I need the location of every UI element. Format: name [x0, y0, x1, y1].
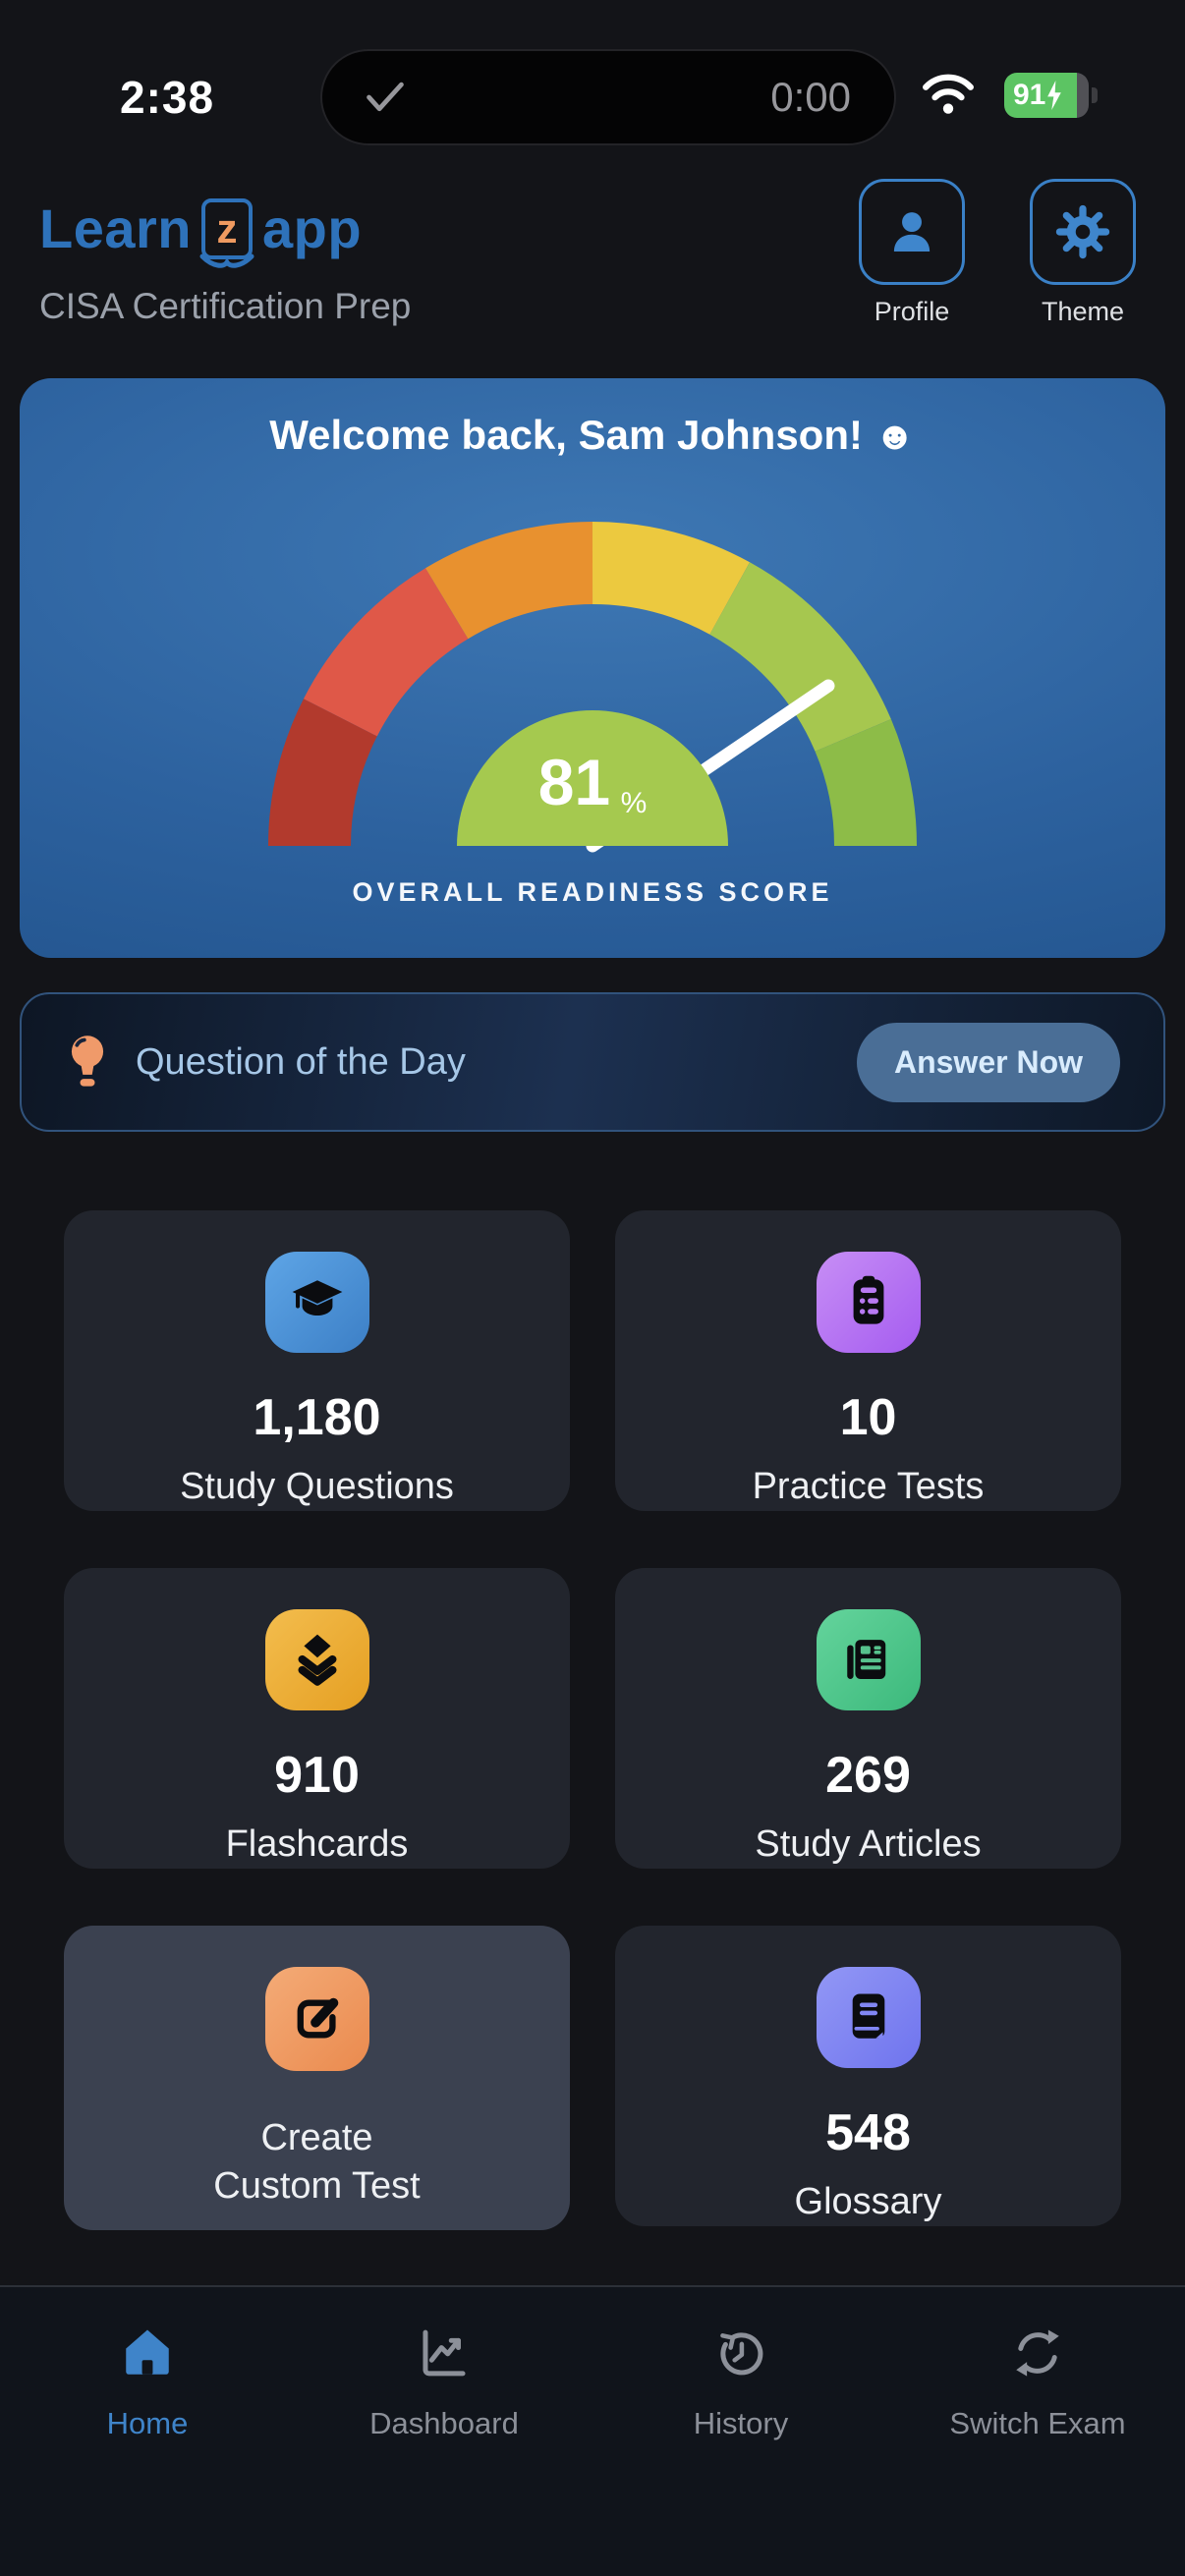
wifi-icon: [923, 74, 974, 114]
gear-icon: [1055, 204, 1110, 259]
stat-label: Glossary: [794, 2180, 942, 2222]
nav-label: Dashboard: [369, 2406, 519, 2440]
flashcards-card[interactable]: 910 Flashcards: [64, 1568, 570, 1869]
study-questions-card[interactable]: 1,180 Study Questions: [64, 1210, 570, 1511]
switch-exam-icon: [1016, 2329, 1059, 2377]
timer-live-activity-pill[interactable]: 0:00: [320, 49, 896, 145]
readiness-score: 81 %: [538, 746, 648, 819]
nav-label: History: [693, 2406, 789, 2440]
logo-z-badge: z: [201, 197, 253, 259]
nav-item-history[interactable]: History: [633, 2324, 849, 2576]
stat-label: Flashcards: [225, 1822, 409, 1865]
welcome-greeting: Welcome back, Sam Johnson! ☻: [269, 412, 916, 458]
qotd-title: Question of the Day: [136, 1040, 466, 1083]
question-of-day-card[interactable]: Question of the Day Answer Now: [20, 992, 1165, 1132]
stat-value: 548: [825, 2103, 911, 2161]
stat-label: Study Questions: [180, 1465, 454, 1507]
layers-icon: [298, 1634, 336, 1687]
dashboard-chart-icon: [423, 2329, 466, 2377]
theme-button[interactable]: Theme: [1024, 179, 1142, 327]
stat-label: Practice Tests: [752, 1465, 985, 1507]
nav-item-home[interactable]: Home: [39, 2324, 255, 2576]
answer-now-button[interactable]: Answer Now: [856, 1022, 1120, 1102]
stat-label: Create Custom Test: [213, 2117, 421, 2208]
stat-value: 910: [274, 1746, 360, 1804]
bottom-nav: Home Dashboard History Switch Exam: [0, 2285, 1185, 2576]
graduation-cap-icon: [292, 1280, 342, 1316]
history-clock-icon: [720, 2332, 763, 2376]
battery-percent: 91: [1013, 79, 1046, 111]
theme-label: Theme: [1041, 297, 1125, 326]
practice-tests-card[interactable]: 10 Practice Tests: [615, 1210, 1121, 1511]
clock-time: 2:38: [120, 72, 215, 123]
create-custom-test-card[interactable]: Create Custom Test: [64, 1926, 570, 2230]
profile-button[interactable]: Profile: [853, 179, 971, 327]
clipboard-list-icon: [853, 1276, 883, 1324]
smiley-emoji: ☻: [874, 415, 916, 458]
timer-value: 0:00: [770, 74, 851, 120]
stat-value: 1,180: [253, 1388, 381, 1446]
gauge-dome: [457, 710, 728, 846]
learnzapp-logo: Learn z app: [39, 196, 1185, 268]
nav-label: Home: [106, 2406, 189, 2440]
battery-nub: [1092, 87, 1098, 103]
status-bar: 2:38 0:00 91: [0, 0, 1185, 147]
nav-item-switch-exam[interactable]: Switch Exam: [930, 2324, 1146, 2576]
logo-text-prefix: Learn: [39, 197, 192, 259]
welcome-card: Welcome back, Sam Johnson! ☻ 81 % OVERAL…: [20, 378, 1165, 958]
open-book-icon: [199, 253, 254, 268]
stats-grid: 1,180 Study Questions 10 Practice Tests: [64, 1210, 1121, 2230]
exam-subtitle: CISA Certification Prep: [39, 286, 412, 326]
glossary-card[interactable]: 548 Glossary: [615, 1926, 1121, 2226]
logo-text-suffix: app: [262, 197, 363, 259]
battery-charging-icon: 91: [1004, 73, 1089, 118]
stat-value: 269: [825, 1746, 911, 1804]
book-icon: [852, 1993, 884, 2040]
nav-item-dashboard[interactable]: Dashboard: [336, 2324, 552, 2576]
stat-label: Study Articles: [755, 1822, 982, 1865]
study-articles-card[interactable]: 269 Study Articles: [615, 1568, 1121, 1869]
nav-label: Switch Exam: [949, 2406, 1126, 2440]
readiness-caption: OVERALL READINESS SCORE: [352, 877, 833, 907]
check-icon: [367, 82, 404, 112]
edit-icon: [297, 1997, 338, 2039]
lightbulb-icon: [71, 1036, 104, 1087]
lightning-bolt-icon: [1047, 81, 1062, 110]
stat-value: 10: [839, 1388, 897, 1446]
profile-label: Profile: [874, 297, 950, 326]
newspaper-icon: [846, 1640, 885, 1680]
app-header: Learn z app CISA Certification Prep Prof…: [0, 147, 1185, 378]
person-icon: [893, 212, 931, 252]
home-icon: [126, 2329, 169, 2375]
readiness-gauge: 81 %: [268, 521, 918, 853]
